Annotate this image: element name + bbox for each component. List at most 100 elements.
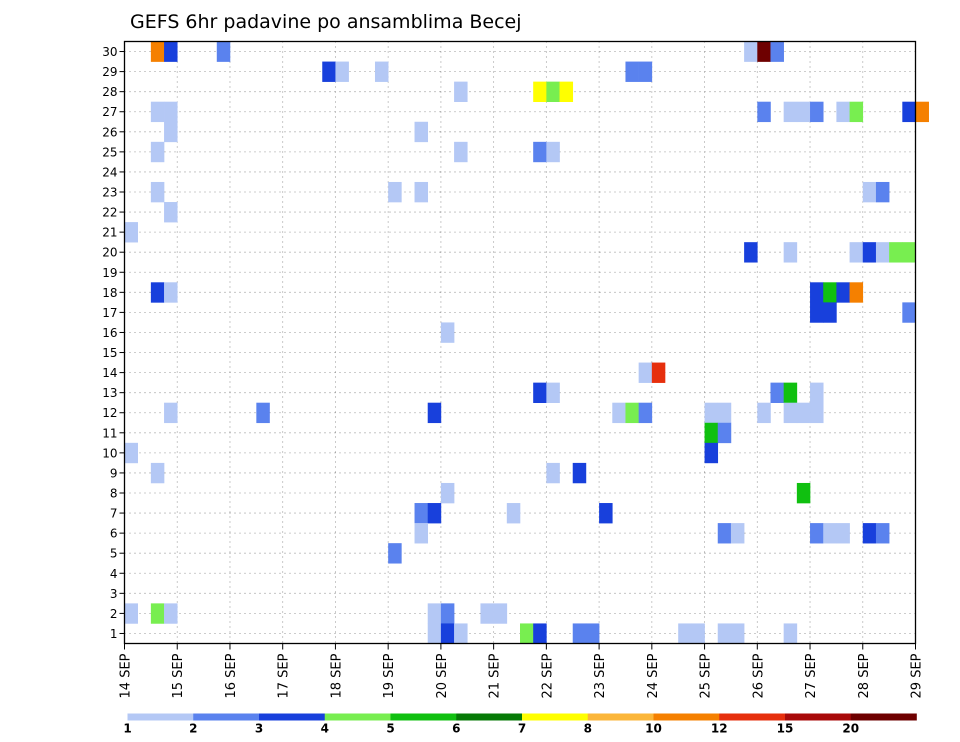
y-tick-label: 19 bbox=[102, 266, 117, 280]
precip-cell bbox=[862, 181, 877, 203]
colorbar-label: 2 bbox=[189, 722, 197, 736]
precip-cell bbox=[875, 181, 890, 203]
precip-cell bbox=[150, 181, 165, 203]
y-tick-label: 5 bbox=[110, 547, 118, 561]
colorbar-label: 15 bbox=[777, 722, 794, 736]
precip-cell bbox=[678, 623, 692, 644]
precip-cell bbox=[164, 202, 178, 223]
x-tick-label: 22 SEP bbox=[540, 653, 555, 698]
grid-lines bbox=[124, 41, 916, 644]
y-tick-label: 8 bbox=[110, 487, 118, 501]
precip-cell bbox=[559, 81, 574, 102]
y-tick-label: 30 bbox=[102, 45, 117, 59]
precip-cell bbox=[164, 101, 178, 123]
precip-cell bbox=[335, 61, 349, 82]
y-tick-label: 16 bbox=[102, 326, 117, 340]
colorbar-label: 4 bbox=[321, 722, 329, 736]
precip-cell bbox=[836, 523, 850, 544]
x-tick-label: 25 SEP bbox=[699, 653, 714, 698]
y-tick-label: 11 bbox=[102, 426, 117, 440]
precip-cell bbox=[454, 141, 468, 163]
precip-cell bbox=[150, 41, 165, 62]
y-tick-label: 24 bbox=[102, 165, 117, 179]
precip-cell bbox=[783, 242, 798, 263]
precip-cell bbox=[546, 462, 560, 484]
precip-cell bbox=[783, 382, 798, 403]
colorbar-segment bbox=[193, 713, 260, 721]
precip-cell bbox=[414, 181, 429, 203]
precip-cell bbox=[744, 41, 758, 62]
precip-cell bbox=[388, 181, 402, 203]
precip-cell bbox=[783, 623, 798, 644]
precip-cell bbox=[770, 382, 784, 403]
colorbar-segment bbox=[587, 713, 654, 721]
precip-cell bbox=[533, 382, 547, 403]
precip-cell bbox=[599, 503, 613, 524]
precip-cell bbox=[164, 282, 178, 303]
precip-cell bbox=[704, 422, 719, 444]
precip-cell bbox=[533, 81, 547, 102]
colorbar-label: 20 bbox=[842, 722, 859, 736]
precip-cell bbox=[585, 623, 600, 644]
precip-cell bbox=[717, 422, 732, 444]
precip-cell bbox=[124, 222, 138, 243]
chart-title: GEFS 6hr padavine po ansamblima Becej bbox=[130, 11, 522, 33]
y-tick-label: 13 bbox=[102, 386, 117, 400]
precip-cell bbox=[546, 141, 560, 163]
precip-cell bbox=[915, 101, 929, 123]
y-tick-label: 4 bbox=[110, 567, 118, 581]
precip-cell bbox=[730, 623, 745, 644]
precip-cell bbox=[150, 462, 165, 484]
precip-cell bbox=[691, 623, 705, 644]
y-tick-label: 7 bbox=[110, 507, 118, 521]
x-tick-label: 27 SEP bbox=[804, 653, 819, 698]
colorbar-segment bbox=[324, 713, 391, 721]
colorbar-label: 5 bbox=[386, 722, 394, 736]
precip-cell bbox=[823, 302, 837, 323]
y-axis-ticks: 1234567891011121314151617181920212223242… bbox=[102, 45, 125, 641]
precip-cell bbox=[454, 623, 468, 644]
precip-cell bbox=[124, 442, 138, 464]
precip-cell bbox=[150, 603, 165, 624]
y-tick-label: 12 bbox=[102, 406, 117, 420]
precip-cell bbox=[717, 623, 732, 644]
precip-cell bbox=[440, 603, 455, 624]
precip-cell bbox=[440, 623, 455, 644]
precip-cell bbox=[638, 362, 653, 383]
x-tick-label: 20 SEP bbox=[435, 653, 450, 698]
precip-cell bbox=[625, 402, 639, 424]
precip-cell bbox=[164, 402, 178, 424]
precip-cell bbox=[810, 302, 824, 323]
x-tick-label: 17 SEP bbox=[277, 653, 292, 698]
precip-cell bbox=[124, 603, 138, 624]
colorbar-label: 7 bbox=[518, 722, 526, 736]
precip-cell bbox=[256, 402, 270, 424]
precip-cell bbox=[216, 41, 231, 62]
precip-cell bbox=[783, 101, 798, 123]
precip-cell bbox=[796, 402, 811, 424]
y-tick-label: 10 bbox=[102, 446, 117, 460]
x-tick-label: 23 SEP bbox=[593, 653, 608, 698]
precip-cell bbox=[454, 81, 468, 102]
precip-cell bbox=[757, 101, 771, 123]
precip-cell bbox=[493, 603, 508, 624]
precip-cell bbox=[823, 523, 837, 544]
precip-cell bbox=[150, 101, 165, 123]
colorbar-label: 1 bbox=[123, 722, 131, 736]
x-tick-label: 14 SEP bbox=[119, 653, 134, 698]
colorbar: 1 2 3 4 5 6 7 8 10 12 15 20 bbox=[123, 713, 917, 736]
precip-cell bbox=[796, 101, 811, 123]
precip-cell bbox=[150, 282, 165, 303]
precip-cell bbox=[546, 81, 560, 102]
y-tick-label: 28 bbox=[102, 85, 117, 99]
y-tick-label: 22 bbox=[102, 206, 117, 220]
colorbar-label: 3 bbox=[255, 722, 263, 736]
y-tick-label: 17 bbox=[102, 306, 117, 320]
precip-cell bbox=[862, 242, 877, 263]
precip-cell bbox=[440, 322, 455, 343]
colorbar-segment bbox=[456, 713, 523, 721]
y-tick-label: 1 bbox=[110, 627, 118, 641]
precip-cell bbox=[374, 61, 389, 82]
x-axis-ticks: 14 SEP 15 SEP 16 SEP 17 SEP 18 SEP 19 SEP 20 S… bbox=[119, 643, 925, 698]
